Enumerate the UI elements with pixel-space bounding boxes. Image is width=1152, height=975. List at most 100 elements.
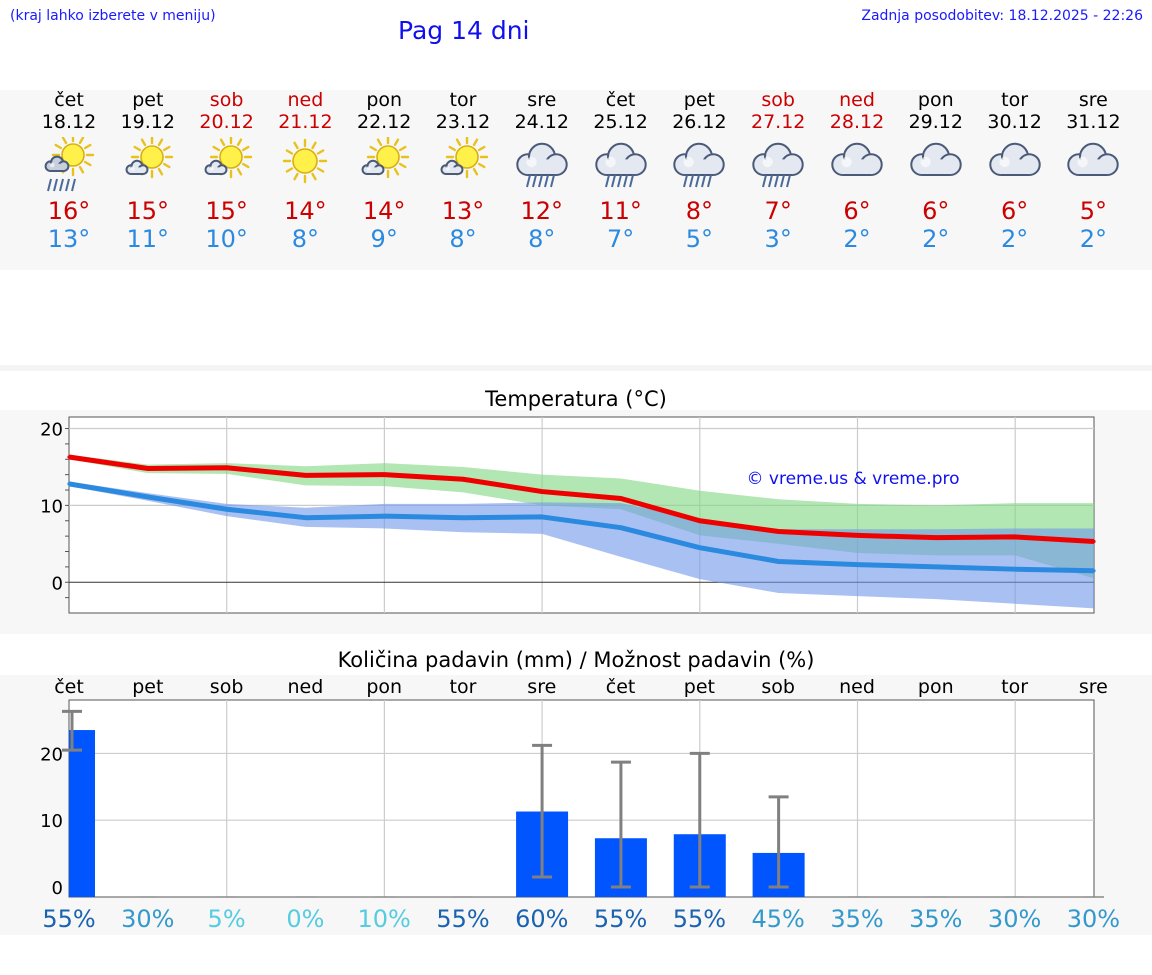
precipitation-chance: 30%	[121, 905, 175, 933]
max-temperature: 12°	[520, 197, 564, 225]
day-date: 20.12	[199, 111, 254, 133]
day-name: pet	[132, 89, 164, 111]
day-name: čet	[605, 89, 636, 111]
day-column: čet 25.12 11° 7°	[581, 89, 660, 254]
precipitation-day-label: čet	[54, 676, 84, 698]
min-temperature: 8°	[528, 225, 556, 253]
precipitation-day-label: ned	[287, 676, 324, 698]
precipitation-day-label: sre	[527, 676, 557, 698]
min-temperature: 2°	[1079, 225, 1108, 253]
day-name: ned	[839, 89, 875, 111]
max-temperature: 11°	[599, 197, 642, 225]
day-name: ned	[287, 89, 324, 111]
precipitation-day-label: sre	[1078, 676, 1108, 698]
min-temperature: 2°	[843, 225, 871, 253]
day-name: pet	[683, 89, 715, 111]
forecast-strip-bg	[0, 90, 1152, 270]
day-name: tor	[449, 89, 477, 111]
day-column: sre 24.12 12° 8°	[502, 89, 581, 254]
precipitation-day-label: pet	[683, 676, 715, 698]
cloud-icon	[910, 142, 962, 176]
cloud-rain-icon	[752, 142, 804, 188]
precipitation-chance: 35%	[909, 905, 963, 933]
precipitation-day-label: čet	[605, 676, 636, 698]
day-date: 19.12	[120, 111, 175, 133]
day-date: 22.12	[356, 111, 412, 133]
precipitation-chance: 60%	[515, 905, 569, 933]
max-temperature: 8°	[685, 197, 714, 225]
sun-cloud-icon	[361, 137, 410, 179]
day-name: sre	[527, 89, 557, 111]
sun-cloud-icon	[204, 137, 252, 179]
max-temperature: 6°	[1000, 197, 1029, 225]
min-temperature: 13°	[47, 225, 91, 253]
day-column: čet 18.12 16° 13°	[30, 90, 109, 254]
precipitation-chance: 10%	[357, 905, 411, 933]
precipitation-day-label: pet	[132, 676, 164, 698]
day-date: 29.12	[908, 111, 963, 133]
max-temperature: 15°	[126, 197, 170, 225]
day-date: 21.12	[278, 111, 333, 133]
precipitation-panel	[0, 675, 1152, 935]
precipitation-chance: 30%	[987, 905, 1042, 933]
precipitation-chance: 5%	[207, 905, 246, 933]
precipitation-day-label: sob	[761, 676, 795, 698]
day-name: sob	[761, 89, 795, 111]
precipitation-chance: 55%	[436, 905, 490, 933]
day-name: tor	[1001, 89, 1029, 111]
day-column: sre 31.12 5° 2°	[1054, 89, 1133, 254]
day-date: 25.12	[593, 111, 648, 133]
precipitation-chance: 0%	[286, 905, 325, 933]
min-temperature: 8°	[291, 225, 320, 253]
precipitation-day-label: pon	[366, 676, 403, 698]
min-temperature: 9°	[370, 225, 398, 253]
day-column: pon 22.12 14° 9°	[345, 89, 424, 254]
precipitation-day-label: pon	[917, 676, 954, 698]
day-date: 18.12	[41, 111, 97, 133]
temperature-panel	[0, 410, 1152, 634]
precipitation-chance: 45%	[751, 905, 805, 933]
min-temperature: 8°	[449, 225, 477, 253]
max-temperature: 14°	[284, 197, 327, 225]
max-temperature: 7°	[764, 197, 792, 225]
min-temperature: 11°	[126, 225, 170, 253]
max-temperature: 16°	[47, 197, 91, 225]
precipitation-day-label: sob	[209, 676, 244, 698]
precipitation-chance: 55%	[593, 905, 648, 933]
day-date: 24.12	[514, 111, 569, 133]
day-name: sob	[209, 89, 244, 111]
max-temperature: 15°	[205, 197, 248, 225]
day-column: sob 27.12 7° 3°	[739, 89, 818, 254]
page-title: Pag 14 dni	[398, 16, 530, 45]
precipitation-day-label: tor	[449, 676, 477, 698]
cloud-rain-icon	[594, 142, 647, 188]
day-date: 30.12	[987, 111, 1042, 133]
max-temperature: 14°	[362, 197, 406, 225]
max-temperature: 6°	[843, 197, 871, 225]
min-temperature: 10°	[205, 225, 248, 253]
cloud-icon	[988, 142, 1041, 176]
day-column: sob 20.12 15° 10°	[187, 89, 266, 254]
precipitation-chance: 55%	[42, 905, 96, 933]
precipitation-chance: 30%	[1066, 905, 1121, 933]
min-temperature: 2°	[922, 225, 950, 253]
precipitation-chance: 35%	[830, 905, 884, 933]
day-name: sre	[1078, 89, 1108, 111]
sun-cloud-icon	[125, 137, 173, 179]
cloud-rain-icon	[516, 142, 568, 188]
cloud-icon	[1067, 142, 1120, 176]
cloud-rain-icon	[673, 142, 726, 188]
day-column: ned 21.12 14° 8°	[266, 89, 345, 254]
precipitation-day-label: ned	[839, 676, 875, 698]
day-name: pon	[366, 89, 403, 111]
max-temperature: 5°	[1079, 197, 1108, 225]
day-date: 27.12	[750, 111, 806, 133]
day-date: 28.12	[829, 111, 885, 133]
last-update: Zadnja posodobitev: 18.12.2025 - 22:26	[861, 8, 1143, 24]
day-column: pet 19.12 15° 11°	[108, 89, 187, 254]
day-name: pon	[917, 89, 954, 111]
day-date: 23.12	[435, 111, 491, 133]
day-column: pet 26.12 8° 5°	[660, 89, 739, 254]
sun-cloud-icon	[440, 137, 489, 179]
day-column: pon 29.12 6° 2°	[896, 89, 975, 254]
